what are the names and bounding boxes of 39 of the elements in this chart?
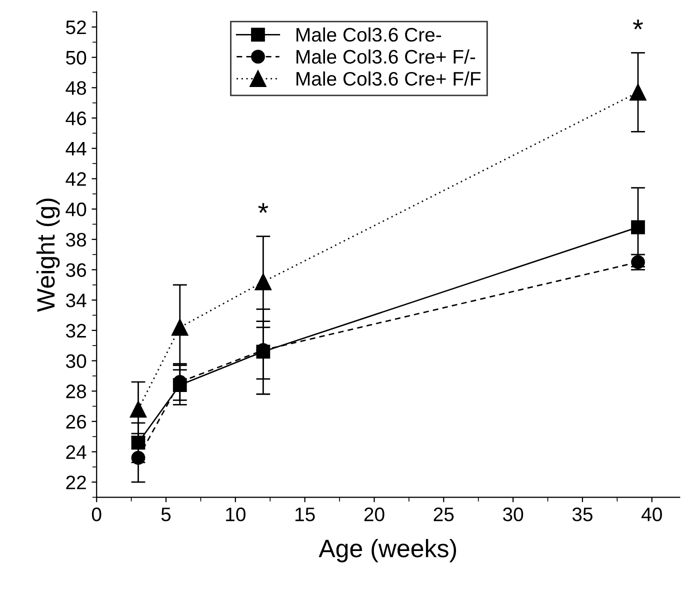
annotation: * <box>633 20 643 30</box>
x-tick-label: 35 <box>572 508 592 522</box>
y-tick-label: 52 <box>66 20 86 34</box>
point <box>131 436 146 450</box>
point <box>172 319 188 336</box>
point <box>254 274 272 290</box>
point <box>130 400 147 418</box>
annotation: * <box>258 203 268 213</box>
legend-label: Male Col3.6 Cre+ F/F <box>296 71 481 86</box>
x-tick-label: 5 <box>161 508 171 522</box>
y-tick-label: 30 <box>66 354 86 368</box>
x-tick-label: 40 <box>642 508 662 522</box>
y-tick-label: 44 <box>66 142 86 156</box>
x-tick-label: 10 <box>226 508 246 522</box>
y-tick-label: 48 <box>66 81 86 95</box>
x-tick-label: 15 <box>296 508 315 522</box>
y-tick-label: 40 <box>66 202 86 216</box>
y-tick-label: 34 <box>66 294 86 308</box>
x-tick-label: 30 <box>502 508 524 522</box>
point <box>631 220 645 234</box>
y-tick-label: 38 <box>66 232 86 247</box>
y-tick-label: 22 <box>66 476 86 490</box>
x-tick-label: 25 <box>434 508 454 522</box>
y-axis-title: Weight (g) <box>36 198 60 312</box>
legend-label: Male Col3.6 Cre- <box>296 27 442 42</box>
y-tick-label: 42 <box>66 172 86 186</box>
y-tick-label: 26 <box>66 414 86 429</box>
y-tick-label: 50 <box>66 50 86 65</box>
y-tick-label: 28 <box>66 384 86 398</box>
legend-label: Male Col3.6 Cre+ F/- <box>296 49 476 64</box>
x-tick-label: 20 <box>364 508 384 522</box>
y-tick-label: 24 <box>66 445 86 459</box>
y-tick-label: 32 <box>66 324 86 338</box>
x-tick-label: 0 <box>92 508 102 522</box>
x-axis-title: Age (weeks) <box>318 539 456 562</box>
y-tick-label: 46 <box>66 112 86 126</box>
point <box>131 450 146 465</box>
y-tick-label: 36 <box>66 263 86 277</box>
point <box>630 84 646 101</box>
